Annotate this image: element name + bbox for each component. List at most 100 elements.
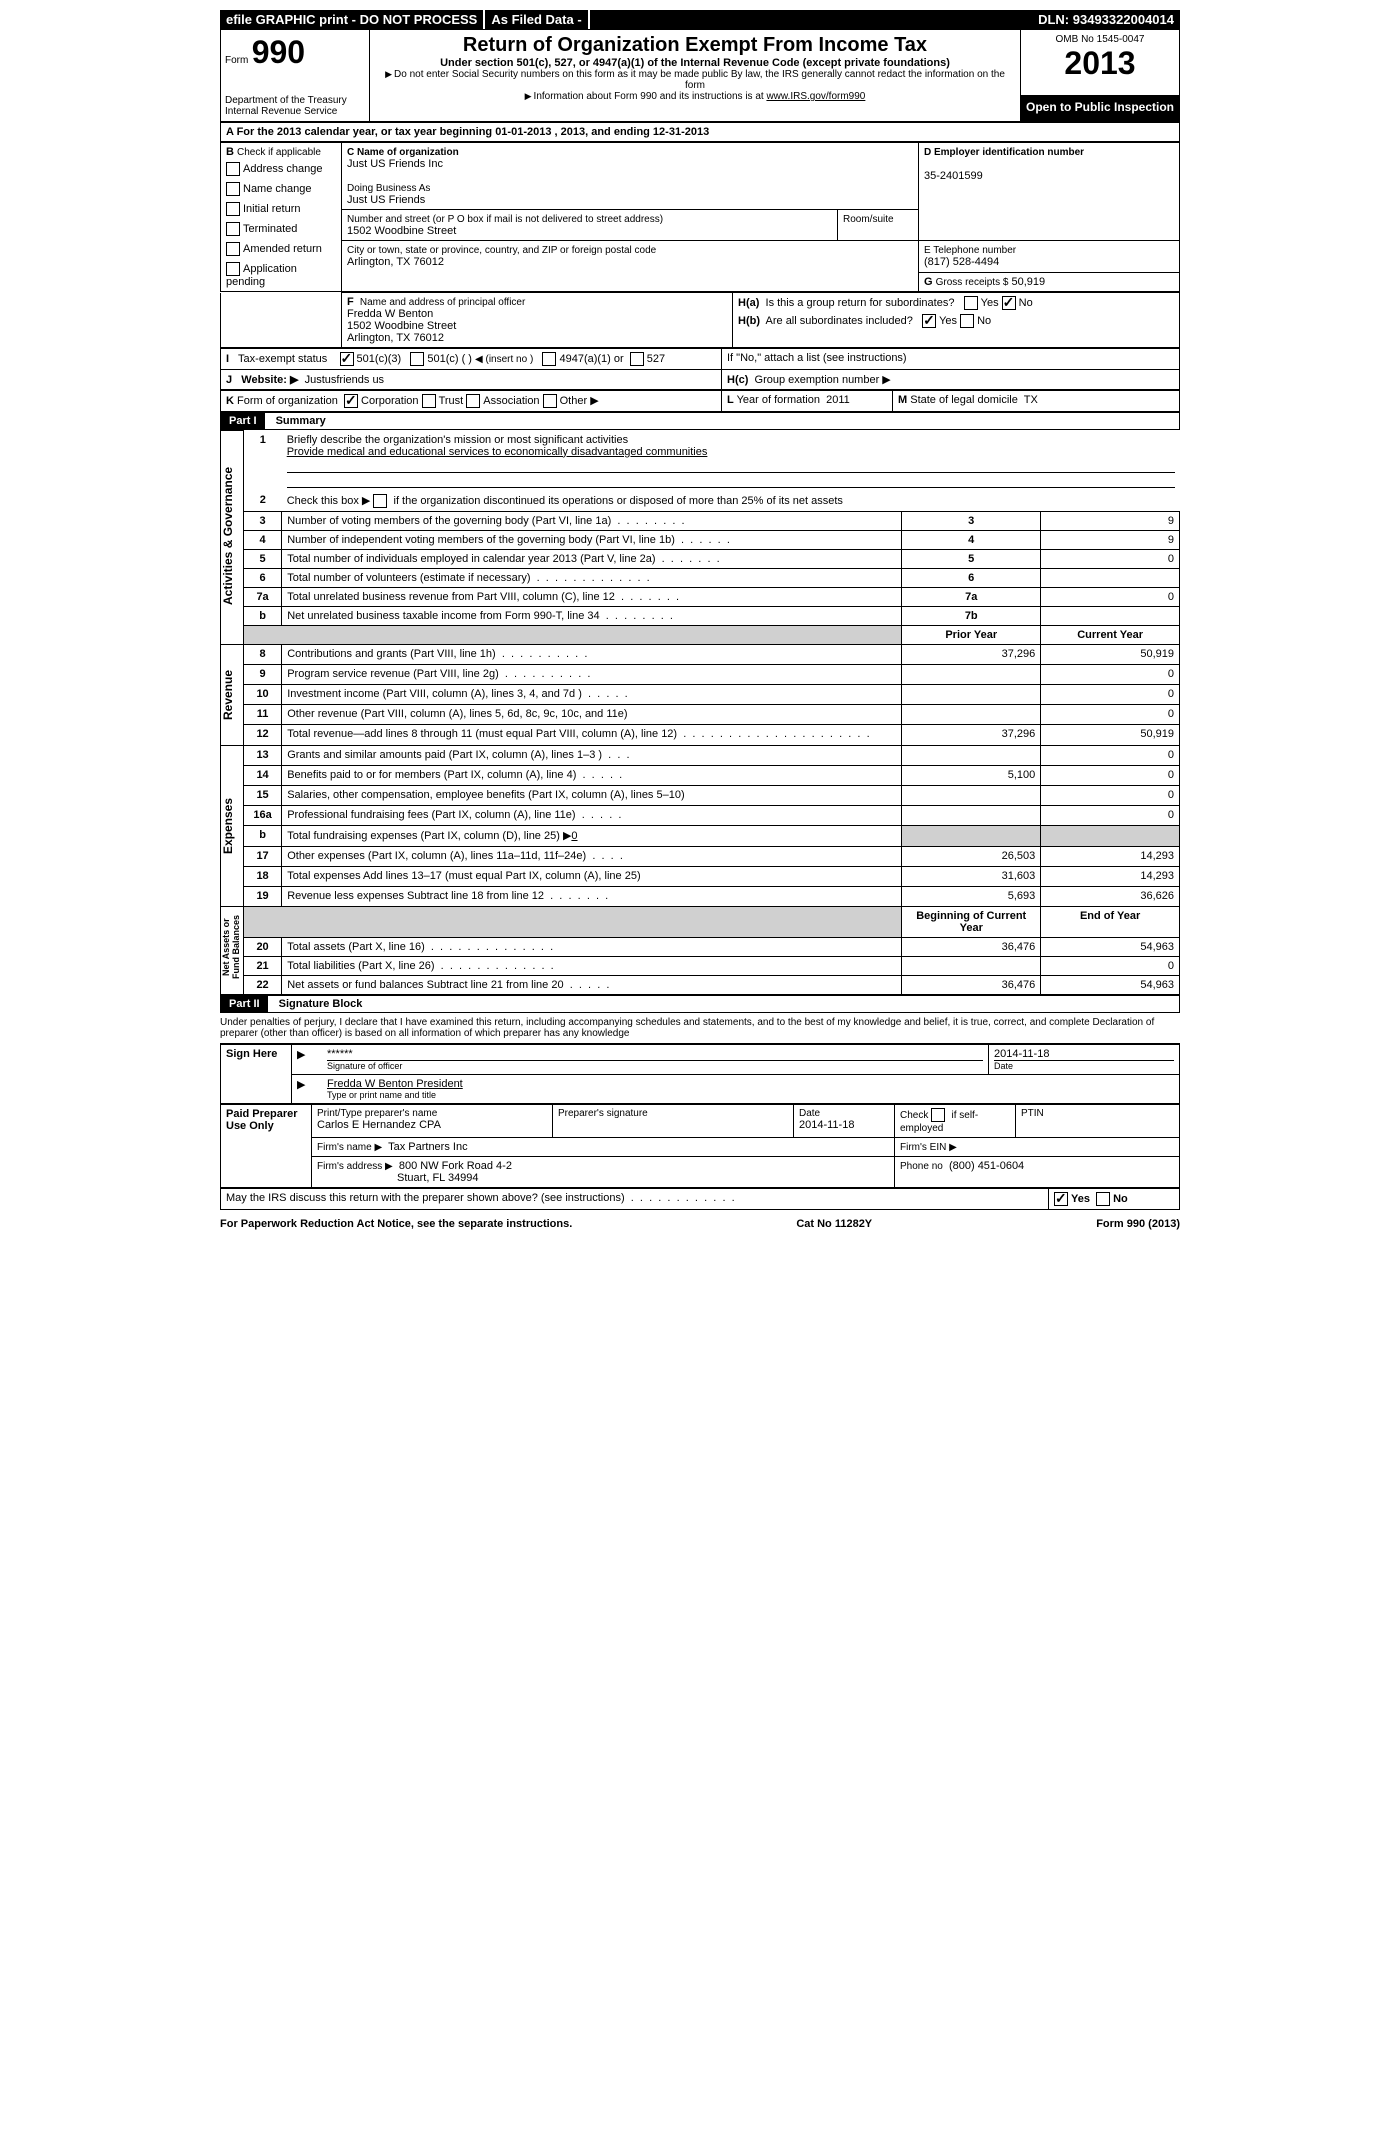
c11: 0 bbox=[1041, 705, 1180, 725]
hc-text: Group exemption number ▶ bbox=[755, 374, 891, 386]
cb-hb-yes[interactable] bbox=[922, 314, 936, 328]
cb-self-emp[interactable] bbox=[931, 1108, 945, 1122]
c19: 36,626 bbox=[1041, 886, 1180, 906]
officer-group: F Name and address of principal officer … bbox=[220, 292, 1180, 348]
part1-label: Part I bbox=[221, 413, 265, 429]
p18: 31,603 bbox=[902, 866, 1041, 886]
ein-value: 35-2401599 bbox=[924, 170, 983, 182]
firm-name: Tax Partners Inc bbox=[388, 1141, 467, 1153]
col-prior: Prior Year bbox=[902, 625, 1041, 644]
page-footer: For Paperwork Reduction Act Notice, see … bbox=[220, 1218, 1180, 1230]
q2b-text: if the organization discontinued its ope… bbox=[394, 495, 843, 507]
officer-city: Arlington, TX 76012 bbox=[347, 332, 444, 344]
name-title: Fredda W Benton President bbox=[327, 1078, 463, 1090]
cb-501c[interactable] bbox=[410, 352, 424, 366]
opt-assoc: Association bbox=[483, 395, 539, 407]
cb-discuss-yes[interactable] bbox=[1054, 1192, 1068, 1206]
tax-exempt-label: Tax-exempt status bbox=[238, 353, 327, 365]
cb-initial-return[interactable] bbox=[226, 202, 240, 216]
part1-body: Activities & Governance 1 Briefly descri… bbox=[220, 430, 1180, 995]
lb-amended: Amended return bbox=[243, 243, 322, 255]
p11 bbox=[902, 705, 1041, 725]
cb-hb-no[interactable] bbox=[960, 314, 974, 328]
cb-trust[interactable] bbox=[422, 394, 436, 408]
cb-pending[interactable] bbox=[226, 262, 240, 276]
cb-amended[interactable] bbox=[226, 242, 240, 256]
e19-text: Revenue less expenses Subtract line 18 f… bbox=[282, 886, 902, 906]
e14-text: Benefits paid to or for members (Part IX… bbox=[282, 765, 902, 785]
cb-name-change[interactable] bbox=[226, 182, 240, 196]
discuss-no: No bbox=[1113, 1193, 1128, 1205]
self-emp-label: Check bbox=[900, 1110, 928, 1121]
q6-text: Total number of volunteers (estimate if … bbox=[282, 568, 902, 587]
sig-stars: ****** bbox=[327, 1048, 353, 1060]
ln16a: 16a bbox=[243, 805, 281, 825]
cb-terminated[interactable] bbox=[226, 222, 240, 236]
section-d-label: D Employer identification number bbox=[924, 147, 1084, 158]
irs-label: Internal Revenue Service bbox=[225, 106, 365, 117]
box7b: 7b bbox=[902, 606, 1041, 625]
c10: 0 bbox=[1041, 685, 1180, 705]
insert-no: ◀ (insert no ) bbox=[475, 354, 533, 365]
cb-discuss-no[interactable] bbox=[1096, 1192, 1110, 1206]
ln8: 8 bbox=[243, 644, 281, 664]
opt-501c: 501(c) ( ) bbox=[427, 353, 472, 365]
firm-name-label: Firm's name ▶ bbox=[317, 1142, 382, 1153]
section-k-label: K bbox=[226, 395, 234, 407]
cb-corp[interactable] bbox=[344, 394, 358, 408]
e17-text: Other expenses (Part IX, column (A), lin… bbox=[282, 846, 902, 866]
firm-ein-label: Firm's EIN ▶ bbox=[900, 1142, 957, 1153]
p19: 5,693 bbox=[902, 886, 1041, 906]
footer-right: Form 990 (2013) bbox=[1096, 1218, 1180, 1230]
c12: 50,919 bbox=[1041, 725, 1180, 745]
form-org-label: Form of organization bbox=[237, 395, 338, 407]
domicile: TX bbox=[1024, 394, 1038, 406]
phone-value: (817) 528-4494 bbox=[924, 256, 999, 268]
irs-link[interactable]: www.IRS.gov/form990 bbox=[766, 91, 865, 102]
header-table: Form 990 Department of the Treasury Inte… bbox=[220, 29, 1180, 122]
declaration-text: Under penalties of perjury, I declare th… bbox=[220, 1013, 1180, 1044]
col-begin: Beginning of Current Year bbox=[902, 906, 1041, 937]
form-title: Return of Organization Exempt From Incom… bbox=[374, 34, 1016, 57]
p12: 37,296 bbox=[902, 725, 1041, 745]
part2-header: Part II Signature Block bbox=[220, 995, 1180, 1013]
cb-assoc[interactable] bbox=[466, 394, 480, 408]
c9: 0 bbox=[1041, 664, 1180, 684]
date-label: Date bbox=[994, 1060, 1174, 1071]
sign-here: Sign Here bbox=[221, 1044, 292, 1103]
ln13: 13 bbox=[243, 745, 281, 765]
efile-notice: efile GRAPHIC print - DO NOT PROCESS bbox=[220, 10, 485, 29]
city-label: City or town, state or province, country… bbox=[347, 245, 656, 256]
prep-date: 2014-11-18 bbox=[799, 1119, 889, 1131]
cb-ha-yes[interactable] bbox=[964, 296, 978, 310]
q1-text: Briefly describe the organization's miss… bbox=[287, 434, 628, 446]
ln14: 14 bbox=[243, 765, 281, 785]
c15: 0 bbox=[1041, 785, 1180, 805]
v5: 0 bbox=[1041, 549, 1180, 568]
room-label: Room/suite bbox=[843, 214, 894, 225]
cb-address-change[interactable] bbox=[226, 162, 240, 176]
dba-label: Doing Business As bbox=[347, 183, 430, 194]
q7a-text: Total unrelated business revenue from Pa… bbox=[282, 587, 902, 606]
c8: 50,919 bbox=[1041, 644, 1180, 664]
dba-value: Just US Friends bbox=[347, 194, 425, 206]
ln7b: b bbox=[243, 606, 281, 625]
name-title-label: Type or print name and title bbox=[327, 1090, 1174, 1100]
section-g-label: G bbox=[924, 276, 933, 288]
cb-discontinued[interactable] bbox=[373, 494, 387, 508]
q2-text: Check this box ▶ bbox=[287, 495, 371, 507]
cb-527[interactable] bbox=[630, 352, 644, 366]
cb-other[interactable] bbox=[543, 394, 557, 408]
gross-receipts-value: 50,919 bbox=[1012, 276, 1046, 288]
instr-ssn: Do not enter Social Security numbers on … bbox=[374, 69, 1016, 91]
cb-ha-no[interactable] bbox=[1002, 296, 1016, 310]
cb-501c3[interactable] bbox=[340, 352, 354, 366]
e13-text: Grants and similar amounts paid (Part IX… bbox=[282, 745, 902, 765]
q5-text: Total number of individuals employed in … bbox=[282, 549, 902, 568]
firm-city: Stuart, FL 34994 bbox=[317, 1172, 479, 1184]
ln22: 22 bbox=[243, 975, 281, 994]
check-if-applicable: Check if applicable bbox=[237, 147, 321, 158]
cb-4947[interactable] bbox=[542, 352, 556, 366]
section-i-label: I bbox=[226, 353, 229, 365]
officer-label: Name and address of principal officer bbox=[360, 297, 525, 308]
